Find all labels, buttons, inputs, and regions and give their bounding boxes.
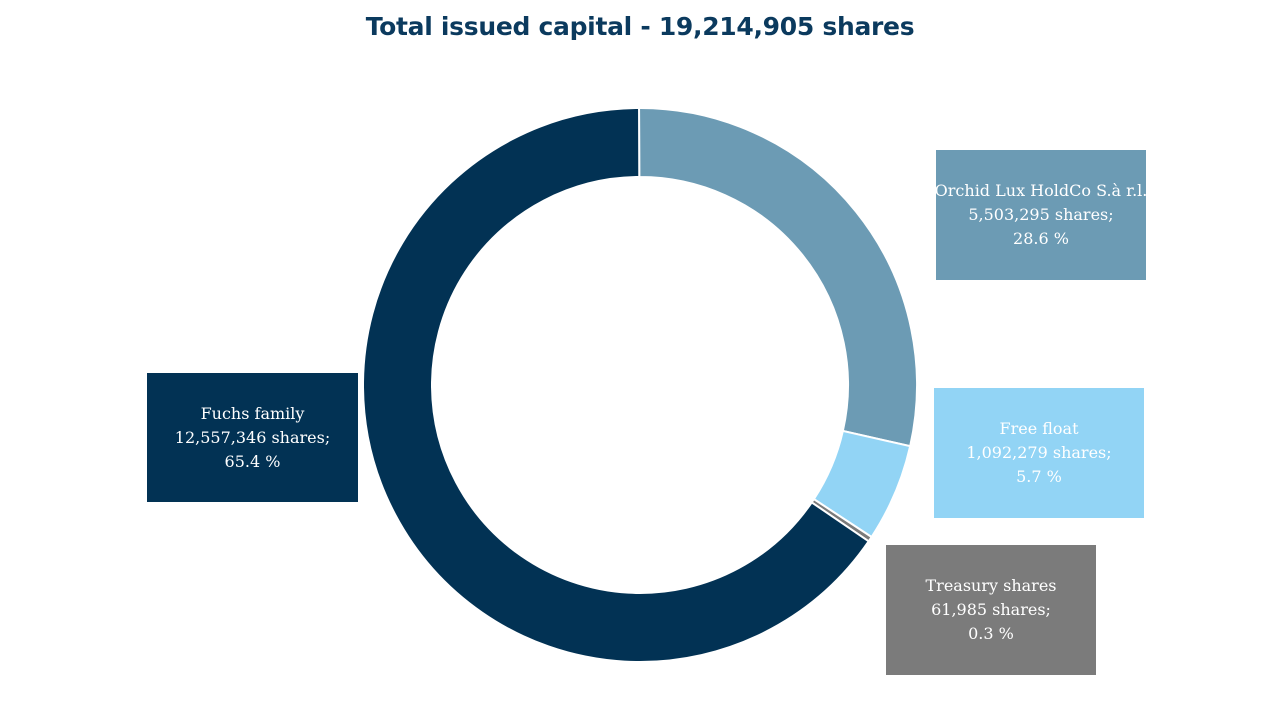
slice-label-percent: 28.6 % (1013, 229, 1069, 248)
slice-label-shares: 1,092,279 shares; (966, 443, 1112, 462)
slice-label-name: Treasury shares (925, 576, 1057, 595)
donut-slice-orchid (638, 107, 918, 448)
slice-label-free-float: Free float 1,092,279 shares; 5.7 % (934, 388, 1144, 518)
slice-label-shares: 5,503,295 shares; (968, 205, 1114, 224)
slice-label-percent: 0.3 % (968, 624, 1014, 643)
slice-label-percent: 5.7 % (1016, 467, 1062, 486)
slice-label-name: Orchid Lux HoldCo S.à r.l. (934, 181, 1148, 200)
slice-label-percent: 65.4 % (224, 451, 281, 471)
slice-label-name: Free float (999, 419, 1079, 438)
slice-label-fuchs-family: Fuchs family 12,557,346 shares; 65.4 % (147, 373, 358, 502)
slice-label-treasury: Treasury shares 61,985 shares; 0.3 % (886, 545, 1096, 675)
slice-label-shares: 12,557,346 shares; (174, 427, 331, 447)
slice-label-shares: 61,985 shares; (931, 600, 1051, 619)
slice-label-orchid: Orchid Lux HoldCo S.à r.l. 5,503,295 sha… (934, 150, 1148, 280)
slice-label-name: Fuchs family (200, 403, 305, 423)
donut-slice-fuchs-family (362, 106, 871, 663)
chart-title: Total issued capital - 19,214,905 shares (365, 12, 915, 41)
